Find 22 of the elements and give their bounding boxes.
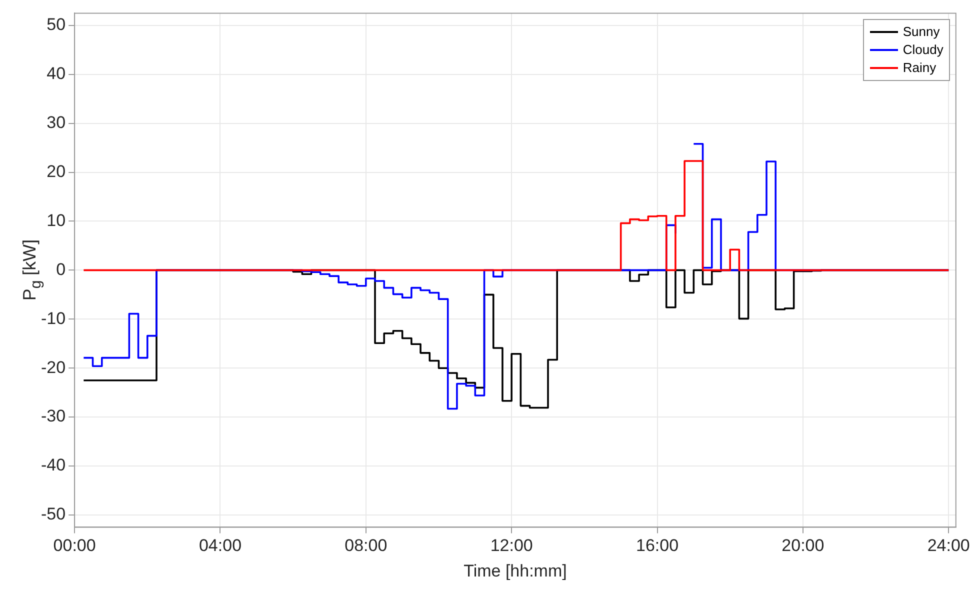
x-tick-label: 12:00 [490,536,533,556]
x-tick-label: 00:00 [53,536,96,556]
y-tick-label: -30 [40,406,66,426]
x-tick-label: 24:00 [927,536,970,556]
y-tick-label: -50 [40,504,66,524]
x-tick-label: 16:00 [636,536,679,556]
legend-label: Cloudy [902,41,944,60]
y-tick-label: 30 [46,113,66,132]
y-tick-label: -40 [40,456,66,475]
y-tick-label: 20 [46,162,66,181]
x-axis-title: Time [hh:mm] [464,561,567,580]
y-tick-label: 0 [56,260,66,279]
y-tick-label: -10 [40,308,66,328]
x-tick-label: 04:00 [198,536,242,556]
y-tick-label: 40 [46,64,66,84]
x-tick-label: 20:00 [782,536,824,556]
x-tick-label: 08:00 [344,536,388,556]
y-tick-label: -20 [40,358,66,377]
y-tick-label: 50 [46,15,66,34]
legend-label: Sunny [902,23,940,42]
y-tick-label: 10 [46,210,66,230]
legend-label: Rainy [902,59,936,78]
